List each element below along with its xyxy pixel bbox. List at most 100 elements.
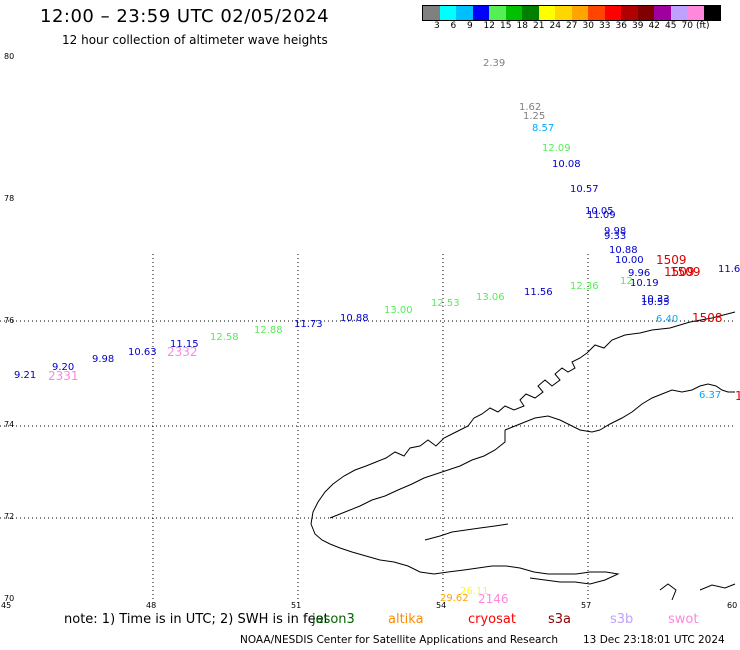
lon-label: 57 — [581, 601, 591, 610]
wave-height-label: 10.55 — [641, 297, 670, 308]
lat-label: 70 — [4, 594, 14, 603]
color-swatch — [489, 6, 506, 20]
wave-height-label: 10.33 — [641, 294, 670, 305]
color-swatch — [522, 6, 539, 20]
satellite-s3a: s3a — [548, 612, 572, 627]
wave-height-label: 12.53 — [431, 298, 460, 309]
color-scale-tick: 36 — [615, 21, 627, 31]
color-scale-tick: 18 — [516, 21, 528, 31]
lon-label: 51 — [291, 601, 301, 610]
time-tag-label: 1 — [735, 389, 740, 403]
time-tag-label: 1508 — [692, 311, 723, 325]
wave-height-label: 10.88 — [340, 313, 369, 324]
color-scale-tick: (ft) — [696, 21, 710, 31]
wave-height-label: 10.08 — [552, 159, 581, 170]
color-swatch — [538, 6, 555, 20]
time-tag-label: 1509 — [670, 265, 701, 279]
color-scale-tick: 9 — [467, 21, 473, 31]
wave-height-label: 6.40 — [656, 314, 678, 325]
wave-height-label: 13.00 — [384, 305, 413, 316]
color-scale-tick: 3 — [434, 21, 440, 31]
lon-label: 60 — [727, 601, 737, 610]
color-scale-bar — [422, 5, 721, 21]
color-swatch — [604, 6, 621, 20]
page-title: 12:00 – 23:59 UTC 02/05/2024 — [40, 6, 330, 27]
wave-height-label: 13.06 — [476, 292, 505, 303]
wave-height-label: 6.37 — [699, 390, 721, 401]
wave-height-label: 12.88 — [254, 325, 283, 336]
lat-label: 74 — [4, 420, 14, 429]
credit-line: NOAA/NESDIS Center for Satellite Applica… — [240, 634, 558, 646]
color-swatch — [621, 6, 638, 20]
satellite-cryosat: cryosat — [468, 612, 516, 627]
color-swatch — [505, 6, 522, 20]
color-scale-tick: 39 — [632, 21, 644, 31]
satellite-jason3: jason3 — [312, 612, 355, 627]
color-swatch — [654, 6, 671, 20]
wave-height-label: 26.11 — [460, 586, 489, 597]
wave-height-label: 11.56 — [524, 287, 553, 298]
wave-height-label: 29.62 — [440, 593, 469, 604]
color-scale-tick: 42 — [648, 21, 660, 31]
lon-label: 45 — [1, 601, 11, 610]
color-swatch — [423, 6, 440, 20]
credit-timestamp: 13 Dec 23:18:01 UTC 2024 — [583, 634, 725, 646]
wave-height-label: 10.88 — [609, 245, 638, 256]
footer-note: note: 1) Time is in UTC; 2) SWH is in fe… — [64, 612, 329, 627]
satellite-swot: swot — [668, 612, 699, 627]
wave-height-label: 2.39 — [483, 58, 505, 69]
color-swatch — [571, 6, 588, 20]
wave-height-label: 11.73 — [294, 319, 323, 330]
wave-height-label: 12.09 — [542, 143, 571, 154]
color-swatch — [703, 6, 720, 20]
wave-height-label: 12. — [620, 276, 636, 287]
wave-height-label: 9.98 — [604, 226, 626, 237]
lon-label: 54 — [436, 601, 446, 610]
coastline — [310, 311, 736, 601]
color-scale-tick: 24 — [549, 21, 561, 31]
color-scale-tick: 21 — [533, 21, 545, 31]
time-tag-label: 2332 — [167, 345, 198, 359]
color-scale-tick: 30 — [582, 21, 594, 31]
wave-height-label: 9.20 — [52, 362, 74, 373]
color-scale-tick: 33 — [599, 21, 611, 31]
page-subtitle: 12 hour collection of altimeter wave hei… — [62, 33, 328, 47]
wave-height-label: 9.33 — [604, 231, 626, 242]
color-swatch — [687, 6, 704, 20]
time-tag-label: 1509 — [664, 265, 695, 279]
wave-height-label: 10.57 — [570, 184, 599, 195]
color-scale-tick: 12 — [483, 21, 495, 31]
color-scale-ticks: 3 6 9 12 15 18 21 24 27 30 33 36 39 42 45 70 (ft) — [422, 21, 740, 33]
color-swatch — [472, 6, 489, 20]
color-swatch — [555, 6, 572, 20]
wave-height-label: 1.62 — [519, 102, 541, 113]
wave-height-label: 11.09 — [587, 210, 616, 221]
time-tag-label: 1509 — [656, 253, 687, 267]
color-swatch — [637, 6, 654, 20]
wave-height-label: 11.6 — [718, 264, 740, 275]
wave-height-label: 11.15 — [170, 339, 199, 350]
color-scale-tick: 45 — [665, 21, 677, 31]
color-swatch — [439, 6, 456, 20]
satellite-s3b: s3b — [610, 612, 634, 627]
lat-label: 78 — [4, 194, 14, 203]
wave-height-label: 10.19 — [630, 278, 659, 289]
wave-height-label: 1.25 — [523, 111, 545, 122]
color-swatch — [456, 6, 473, 20]
lat-label: 72 — [4, 512, 14, 521]
wave-height-label: 10.00 — [615, 255, 644, 266]
color-scale-tick: 27 — [566, 21, 578, 31]
wave-height-label: 8.57 — [532, 123, 554, 134]
wave-height-label: 10.63 — [128, 347, 157, 358]
lat-label: 80 — [4, 52, 14, 61]
wave-height-label: 9.96 — [628, 268, 650, 279]
time-tag-label: 2331 — [48, 369, 79, 383]
color-swatch — [670, 6, 687, 20]
wave-height-label: 9.98 — [92, 354, 114, 365]
wave-height-label: 9.21 — [14, 370, 36, 381]
wave-height-label: 10.05 — [585, 206, 614, 217]
lat-lon-grid — [0, 254, 735, 600]
lat-label: 76 — [4, 316, 14, 325]
time-tag-label: 2146 — [478, 592, 509, 606]
